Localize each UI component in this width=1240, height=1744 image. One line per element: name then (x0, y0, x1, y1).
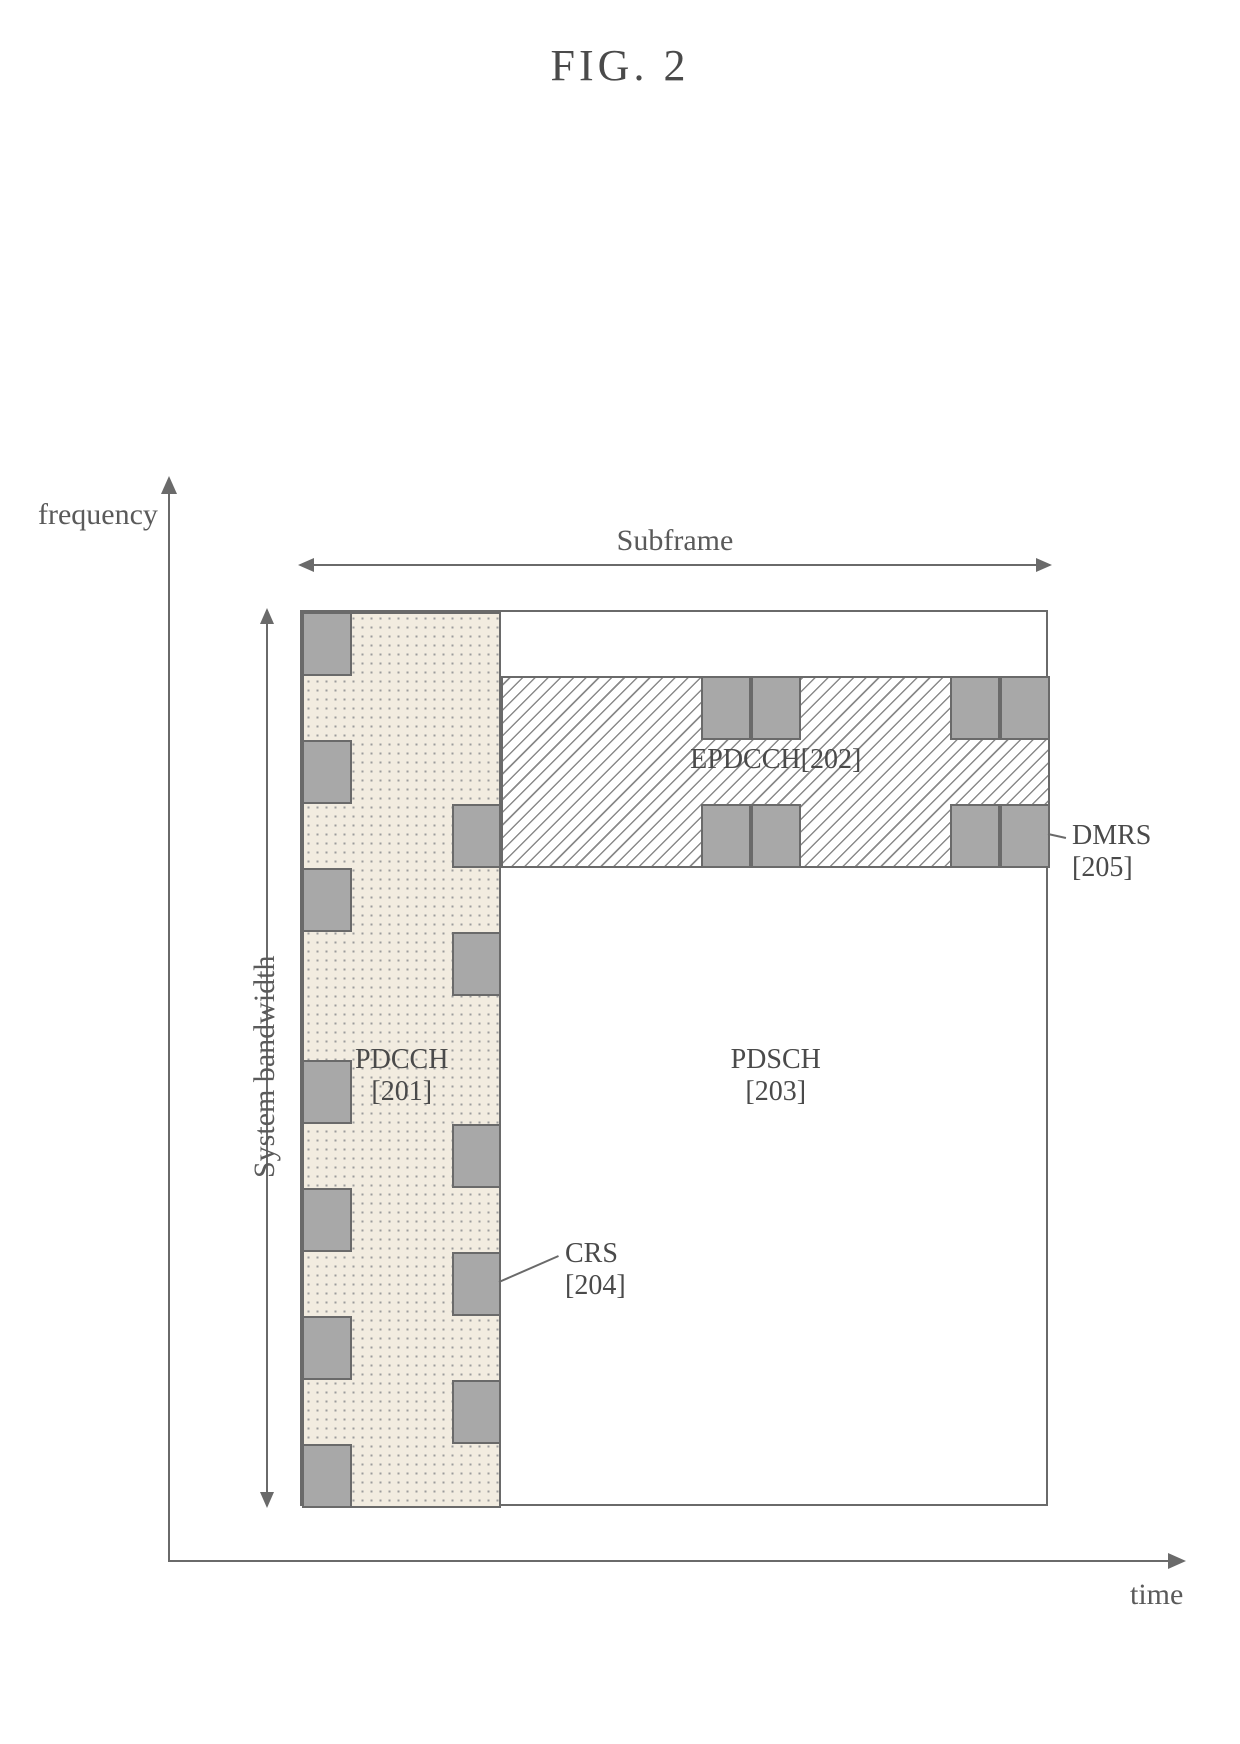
subframe-label: Subframe (300, 524, 1050, 558)
crs-cell (302, 1316, 352, 1380)
pdsch-label: PDSCH [203] (501, 1044, 1050, 1108)
dmrs-cell (950, 676, 1000, 740)
crs-cell (452, 1380, 502, 1444)
pdcch-label: PDCCH [201] (302, 1044, 501, 1108)
figure-title: FIG. 2 (0, 40, 1240, 91)
y-axis-arrow-icon (161, 476, 177, 494)
dmrs-callout-label: DMRS [205] (1072, 820, 1151, 884)
dmrs-cell (1000, 804, 1050, 868)
y-axis (168, 492, 170, 1560)
crs-cell (452, 804, 502, 868)
x-axis (168, 1560, 1170, 1562)
arrow-left-icon (298, 558, 314, 572)
epdcch-label: EPDCCH[202] (501, 744, 1050, 776)
crs-cell (302, 1444, 352, 1508)
crs-callout-label: CRS [204] (565, 1238, 626, 1302)
dmrs-cell (751, 676, 801, 740)
arrow-right-icon (1036, 558, 1052, 572)
dmrs-cell (751, 804, 801, 868)
x-axis-arrow-icon (1168, 1553, 1186, 1569)
arrow-up-icon (260, 608, 274, 624)
x-axis-label: time (1130, 1578, 1183, 1612)
subframe-dimension-line (300, 564, 1050, 566)
dmrs-cell (701, 804, 751, 868)
crs-cell (452, 1252, 502, 1316)
arrow-down-icon (260, 1492, 274, 1508)
crs-cell (302, 612, 352, 676)
bandwidth-label: System bandwidth (248, 956, 282, 1179)
dmrs-cell (950, 804, 1000, 868)
crs-cell (302, 1188, 352, 1252)
dmrs-cell (1000, 676, 1050, 740)
resource-grid: PDCCH [201] EPDCCH[202] PDSCH [203] (300, 610, 1048, 1506)
dmrs-cell (701, 676, 751, 740)
crs-cell (452, 932, 502, 996)
crs-cell (302, 740, 352, 804)
y-axis-label: frequency (38, 498, 158, 532)
crs-cell (302, 868, 352, 932)
crs-cell (452, 1124, 502, 1188)
